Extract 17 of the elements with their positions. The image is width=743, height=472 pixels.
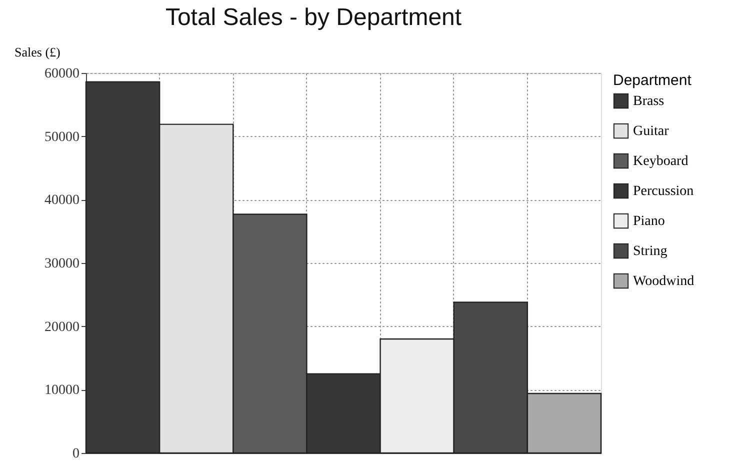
legend-title: Department bbox=[613, 72, 692, 89]
legend-label: Woodwind bbox=[633, 274, 694, 289]
legend-label: Guitar bbox=[633, 124, 670, 139]
y-tick-label: 40000 bbox=[44, 193, 80, 208]
legend-label: Brass bbox=[633, 94, 664, 109]
legend-label: String bbox=[633, 244, 668, 259]
y-tick-label: 60000 bbox=[44, 66, 80, 82]
legend-label: Piano bbox=[633, 214, 665, 229]
legend-label: Keyboard bbox=[633, 154, 688, 169]
y-tick-label: 50000 bbox=[44, 130, 80, 145]
legend-label: Percussion bbox=[633, 184, 694, 199]
y-tick-label: 30000 bbox=[44, 256, 80, 272]
y-axis-title: Sales (£) bbox=[14, 44, 60, 60]
y-tick-label: 10000 bbox=[44, 383, 80, 398]
chart-title: Total Sales - by Department bbox=[165, 4, 462, 31]
y-tick-label: 20000 bbox=[44, 320, 80, 335]
y-tick-label: 0 bbox=[72, 446, 80, 462]
